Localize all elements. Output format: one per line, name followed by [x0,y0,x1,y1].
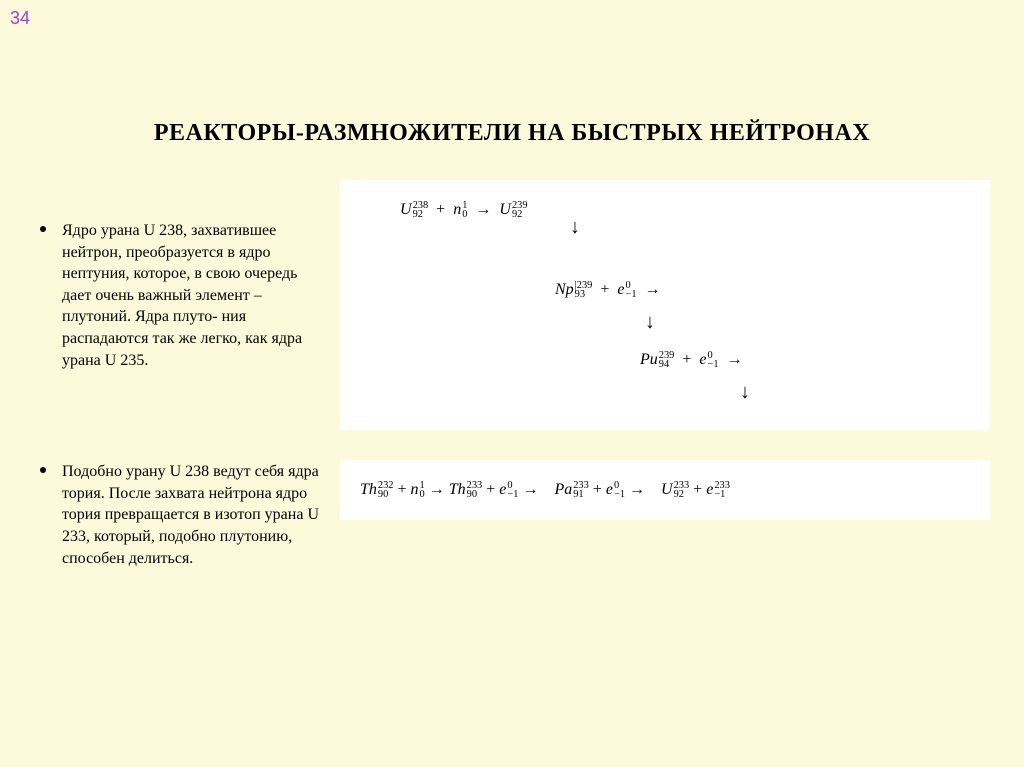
slide-title: РЕАКТОРЫ-РАЗМНОЖИТЕЛИ НА БЫСТРЫХ НЕЙТРОН… [0,120,1024,147]
list-item: Ядро урана U 238, захватившее нейтрон, п… [40,220,330,371]
bullet-text: Подобно урану U 238 ведут себя ядра тори… [62,463,319,566]
uranium-chain-equations: U23892 + n10 → U23992 ↓ Np|23993 + e0−1 … [340,180,990,430]
eq-pu239: Pu23994 + e0−1 → [640,350,747,369]
bullet-icon [40,467,46,473]
bullet-text: Ядро урана U 238, захватившее нейтрон, п… [62,222,302,369]
bullet-icon [40,226,46,232]
list-item: Подобно урану U 238 ведут себя ядра тори… [40,461,330,569]
eq-u238-capture: U23892 + n10 → U23992 [400,200,528,219]
slide: 34 РЕАКТОРЫ-РАЗМНОЖИТЕЛИ НА БЫСТРЫХ НЕЙТ… [0,0,1024,767]
thorium-chain-equation: Th23290 + n10 → Th23390 + e0−1 → Pa23391… [340,460,990,520]
page-number: 34 [10,8,30,29]
bullet-list: Ядро урана U 238, захватившее нейтрон, п… [40,220,330,659]
eq-np239: Np|23993 + e0−1 → [555,280,665,299]
arrow-down-icon: ↓ [740,380,750,404]
arrow-down-icon: ↓ [570,215,580,239]
arrow-down-icon: ↓ [645,310,655,334]
